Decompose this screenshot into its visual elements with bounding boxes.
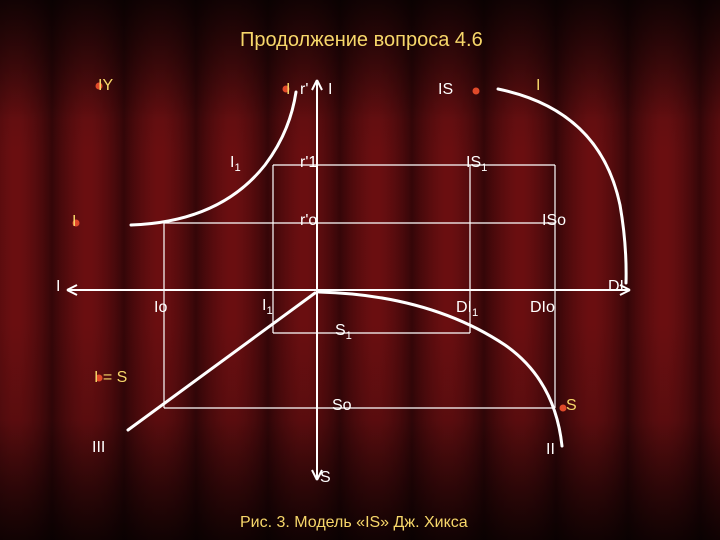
diagram-label: DI1: [456, 300, 478, 319]
diagram-label: III: [92, 440, 105, 456]
diagram-label: r': [300, 82, 308, 98]
diagram-label: So: [332, 398, 352, 414]
diagram-label: r'1: [300, 155, 317, 171]
diagram-label: I: [328, 82, 332, 98]
diagram-label: I1: [230, 155, 241, 174]
diagram-label: I1: [262, 298, 273, 317]
diagram-label: I: [536, 78, 540, 94]
diagram-label: r'o: [300, 213, 317, 229]
diagram-label: S: [320, 470, 331, 486]
diagram-label: II: [546, 442, 555, 458]
diagram-label: Io: [154, 300, 167, 316]
diagram-label: S1: [335, 323, 352, 342]
figure-caption: Рис. 3. Модель «IS» Дж. Хикса: [240, 515, 468, 531]
slide-title: Продолжение вопроса 4.6: [240, 30, 483, 50]
diagram-label: IS: [438, 82, 453, 98]
diagram-label: ISo: [542, 213, 566, 229]
diagram-label: IS1: [466, 155, 487, 174]
diagram-label: S: [566, 398, 577, 414]
diagram-label: I: [56, 279, 60, 295]
diagram-label: DI: [608, 279, 624, 295]
diagram-label: I: [72, 214, 76, 230]
diagram-label: DIo: [530, 300, 555, 316]
diagram-label: I = S: [94, 370, 127, 386]
diagram-label: IY: [98, 78, 113, 94]
diagram-label: I: [286, 82, 290, 98]
